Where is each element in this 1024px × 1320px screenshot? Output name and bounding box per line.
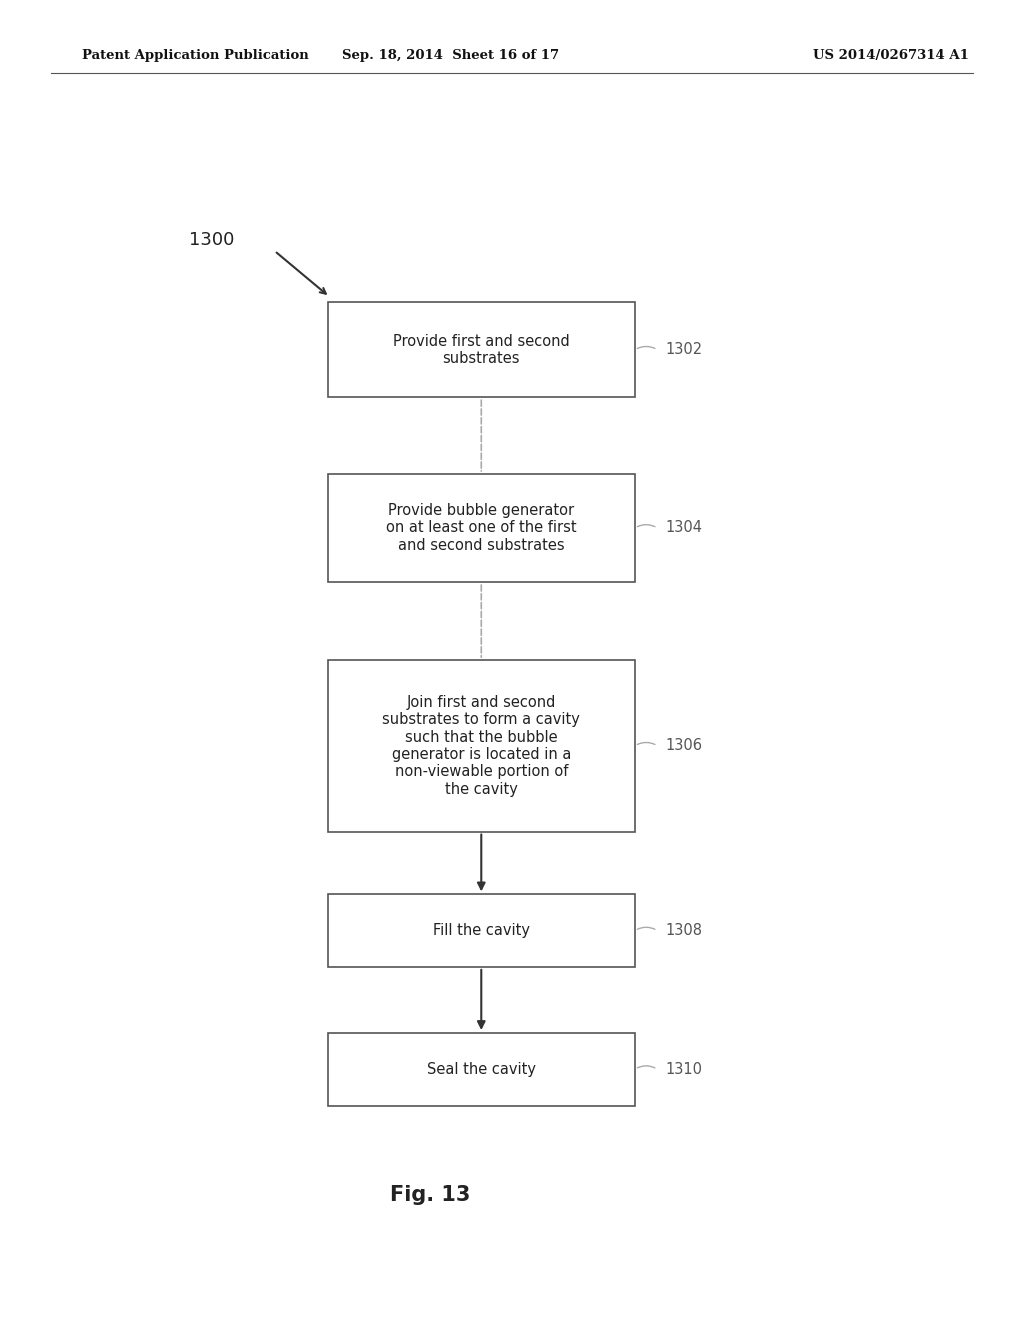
Text: 1304: 1304 <box>666 520 702 536</box>
Text: 1306: 1306 <box>666 738 702 754</box>
Text: 1310: 1310 <box>666 1061 702 1077</box>
Bar <box>328 302 635 397</box>
Text: Fig. 13: Fig. 13 <box>390 1184 470 1205</box>
Bar <box>328 1032 635 1106</box>
Text: Fill the cavity: Fill the cavity <box>433 923 529 939</box>
Text: Join first and second
substrates to form a cavity
such that the bubble
generator: Join first and second substrates to form… <box>382 694 581 797</box>
Bar <box>328 474 635 582</box>
Text: Patent Application Publication: Patent Application Publication <box>82 49 308 62</box>
Text: Seal the cavity: Seal the cavity <box>427 1061 536 1077</box>
Text: US 2014/0267314 A1: US 2014/0267314 A1 <box>813 49 969 62</box>
Text: 1302: 1302 <box>666 342 702 358</box>
Text: 1308: 1308 <box>666 923 702 939</box>
Bar <box>328 895 635 966</box>
Text: Provide first and second
substrates: Provide first and second substrates <box>393 334 569 366</box>
Text: Provide bubble generator
on at least one of the first
and second substrates: Provide bubble generator on at least one… <box>386 503 577 553</box>
Text: 1300: 1300 <box>189 231 234 249</box>
Bar <box>328 660 635 832</box>
Text: Sep. 18, 2014  Sheet 16 of 17: Sep. 18, 2014 Sheet 16 of 17 <box>342 49 559 62</box>
